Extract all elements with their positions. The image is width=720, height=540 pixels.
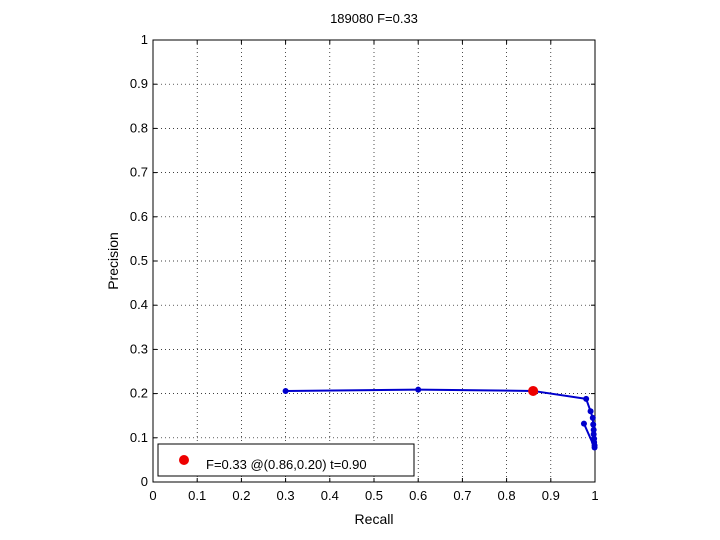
- series-point: [415, 386, 422, 393]
- series-point: [587, 408, 594, 415]
- x-tick-label: 0.7: [453, 488, 471, 503]
- y-tick-label: 0.2: [130, 386, 148, 401]
- y-tick-label: 0.5: [130, 253, 148, 268]
- series-point: [590, 426, 597, 433]
- chart-title: 189080 F=0.33: [330, 11, 418, 26]
- x-tick-label: 1: [591, 488, 598, 503]
- y-tick-label: 1: [141, 32, 148, 47]
- series-point: [580, 420, 587, 427]
- y-tick-label: 0.3: [130, 341, 148, 356]
- series-point: [591, 444, 598, 451]
- series-point: [590, 431, 597, 438]
- legend-box: [157, 443, 415, 477]
- x-tick-label: 0: [149, 488, 156, 503]
- series-point: [589, 414, 596, 421]
- y-tick-label: 0.9: [130, 76, 148, 91]
- x-tick-label: 0.4: [321, 488, 339, 503]
- y-axis-label: Precision: [105, 232, 121, 290]
- x-tick-label: 0.6: [409, 488, 427, 503]
- y-tick-label: 0.7: [130, 165, 148, 180]
- x-tick-label: 0.5: [365, 488, 383, 503]
- y-tick-label: 0.4: [130, 297, 148, 312]
- series-point: [583, 395, 590, 402]
- x-tick-label: 0.1: [188, 488, 206, 503]
- series-group: [282, 385, 598, 451]
- legend-marker: [179, 455, 189, 465]
- grid: [153, 40, 595, 482]
- x-tick-label: 0.8: [498, 488, 516, 503]
- axis-ticks: 0 0.1 0.2 0.3 0.4 0.5 0.6 0.7 0.8 0.9 1 0 0.1 0.2 0.3 0…: [130, 32, 599, 503]
- y-tick-label: 0.1: [130, 430, 148, 445]
- y-tick-label: 0.8: [130, 120, 148, 135]
- legend-label: F=0.33 @(0.86,0.20) t=0.90: [206, 457, 367, 472]
- x-tick-label: 0.9: [542, 488, 560, 503]
- y-tick-label: 0.6: [130, 209, 148, 224]
- legend: F=0.33 @(0.86,0.20) t=0.90: [157, 443, 415, 477]
- x-axis-label: Recall: [355, 511, 394, 527]
- series-point: [282, 387, 289, 394]
- y-tick-label: 0: [141, 474, 148, 489]
- series-point: [590, 421, 597, 428]
- x-tick-label: 0.3: [277, 488, 295, 503]
- x-tick-label: 0.2: [232, 488, 250, 503]
- best-f-point: [528, 385, 539, 396]
